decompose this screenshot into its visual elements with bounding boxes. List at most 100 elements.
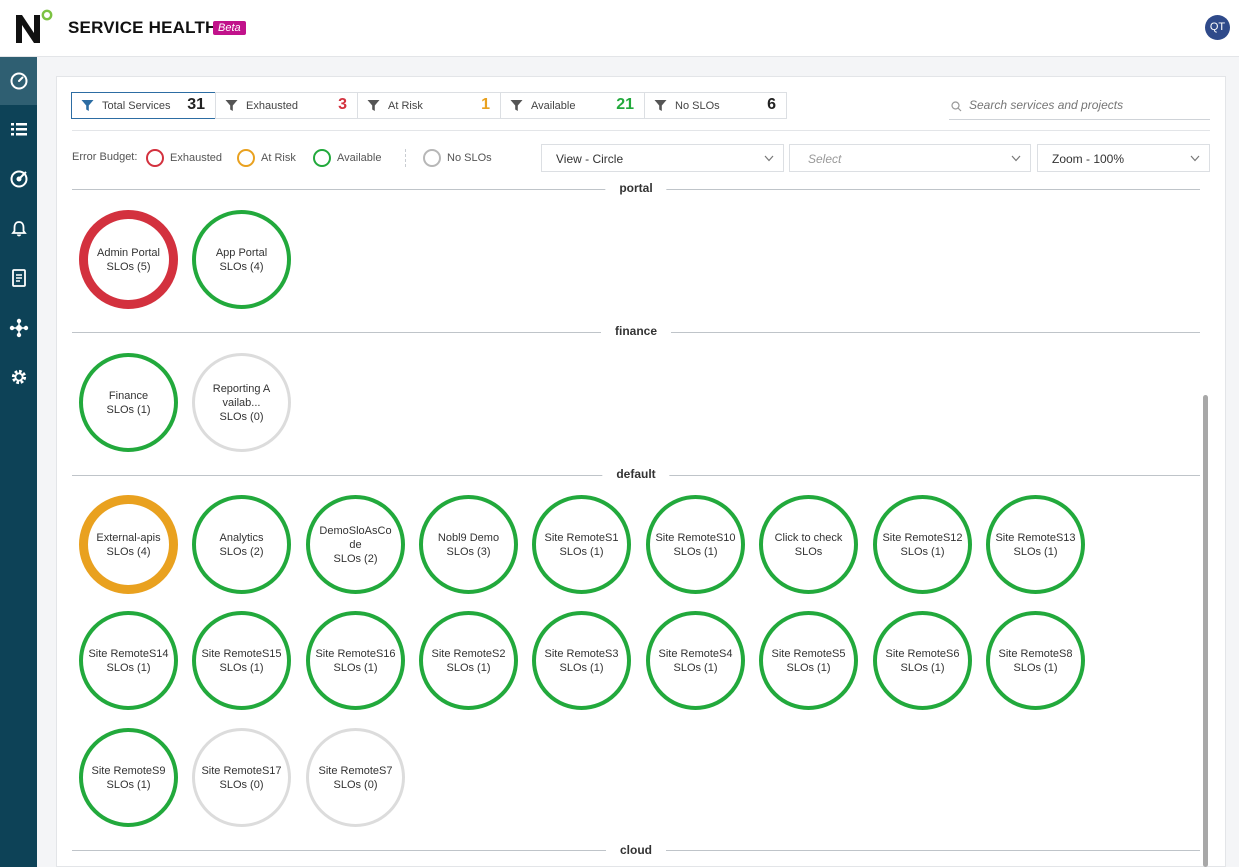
service-circle[interactable]: Nobl9 Demo SLOs (3) [419, 495, 518, 594]
service-circle[interactable]: Site RemoteS7 SLOs (0) [306, 728, 405, 827]
legend-circle-icon [423, 149, 441, 167]
zoom-select[interactable]: Zoom - 100% [1037, 144, 1210, 172]
service-circle[interactable]: Site RemoteS3 SLOs (1) [532, 611, 631, 710]
service-slo-count: SLOs (4) [106, 545, 151, 558]
filter-no-slos[interactable]: No SLOs 6 [644, 92, 787, 119]
filter-exhausted[interactable]: Exhausted 3 [215, 92, 358, 119]
legend-text: No SLOs [447, 152, 492, 164]
project-select[interactable]: Select [789, 144, 1031, 172]
service-circle[interactable]: External-apis SLOs (4) [79, 495, 178, 594]
sidebar-item-settings[interactable] [0, 353, 37, 401]
service-circle[interactable]: Finance SLOs (1) [79, 353, 178, 452]
service-slo-count: SLOs (0) [219, 410, 264, 423]
service-name: Site RemoteS9 [91, 764, 166, 777]
sidebar-item-service-health[interactable] [0, 57, 37, 105]
user-avatar[interactable]: QT [1205, 15, 1230, 40]
sidebar-item-slo-targets[interactable] [0, 155, 37, 203]
service-name: Site RemoteS4 [658, 647, 733, 660]
service-circle[interactable]: Site RemoteS4 SLOs (1) [646, 611, 745, 710]
filter-available[interactable]: Available 21 [500, 92, 645, 119]
service-slo-count: SLOs (1) [446, 661, 491, 674]
service-slo-count: SLOs (1) [1013, 545, 1058, 558]
page-title: SERVICE HEALTH [68, 18, 218, 37]
legend-label: Error Budget: [72, 151, 138, 163]
service-circle[interactable]: Site RemoteS2 SLOs (1) [419, 611, 518, 710]
service-slo-count: SLOs (0) [333, 778, 378, 791]
service-name: Site RemoteS5 [771, 647, 846, 660]
service-slo-count: SLOs (4) [219, 260, 264, 273]
service-circle[interactable]: Reporting Availab... SLOs (0) [192, 353, 291, 452]
service-circle[interactable]: Site RemoteS15 SLOs (1) [192, 611, 291, 710]
service-circle[interactable]: Site RemoteS9 SLOs (1) [79, 728, 178, 827]
zoom-select-value: Zoom - 100% [1052, 152, 1125, 166]
service-slo-count: SLOs (5) [106, 260, 151, 273]
filter-count: 1 [481, 96, 490, 113]
legend-text: At Risk [261, 152, 296, 164]
service-slo-count: SLOs (1) [786, 661, 831, 674]
project-select-placeholder: Select [808, 152, 842, 166]
service-slo-count: SLOs (1) [333, 661, 378, 674]
legend-item-no-slos: No SLOs [423, 148, 492, 168]
service-circle[interactable]: Site RemoteS6 SLOs (1) [873, 611, 972, 710]
service-circle[interactable]: Click to check SLOs [759, 495, 858, 594]
service-circle[interactable]: Site RemoteS13 SLOs (1) [986, 495, 1085, 594]
group-title-finance: finance [600, 324, 672, 338]
service-slo-count: SLOs (1) [1013, 661, 1058, 674]
service-circle[interactable]: Site RemoteS5 SLOs (1) [759, 611, 858, 710]
service-name: Reporting Availab... [212, 382, 271, 409]
gear-icon [11, 369, 26, 385]
service-circle[interactable]: Site RemoteS1 SLOs (1) [532, 495, 631, 594]
service-name: Site RemoteS15 [201, 647, 282, 660]
service-name: Finance [108, 389, 149, 402]
top-bar: SERVICE HEALTH Beta QT [0, 0, 1239, 57]
service-circle[interactable]: Admin Portal SLOs (5) [79, 210, 178, 309]
sidebar-item-integrations[interactable] [0, 304, 37, 352]
service-slo-count: SLOs (1) [559, 661, 604, 674]
dashboard-gauge-icon [10, 72, 27, 90]
service-name: Site RemoteS12 [882, 531, 963, 544]
scrollbar-thumb[interactable] [1203, 395, 1208, 867]
list-icon [10, 123, 27, 136]
service-name: DemoSloAsCode [319, 524, 392, 551]
service-name: Site RemoteS2 [431, 647, 506, 660]
service-circle[interactable]: App Portal SLOs (4) [192, 210, 291, 309]
group-title-cloud: cloud [606, 843, 666, 857]
sidebar-item-alerts[interactable] [0, 205, 37, 253]
service-circle[interactable]: Site RemoteS8 SLOs (1) [986, 611, 1085, 710]
service-circle[interactable]: Site RemoteS12 SLOs (1) [873, 495, 972, 594]
sidebar [0, 57, 37, 867]
chevron-down-icon [764, 155, 774, 162]
service-slo-count: SLOs (1) [900, 661, 945, 674]
service-circle[interactable]: Site RemoteS14 SLOs (1) [79, 611, 178, 710]
group-title-default: default [602, 467, 670, 481]
view-select-value: View - Circle [556, 152, 624, 166]
legend-item-exhausted: Exhausted [146, 148, 222, 168]
filter-funnel-icon [225, 100, 238, 111]
legend-circle-icon [146, 149, 164, 167]
service-name: External-apis [96, 531, 161, 544]
service-slo-count: SLOs (1) [673, 661, 718, 674]
service-circle[interactable]: Site RemoteS10 SLOs (1) [646, 495, 745, 594]
service-circle[interactable]: DemoSloAsCode SLOs (2) [306, 495, 405, 594]
sidebar-item-slo-list[interactable] [0, 106, 37, 154]
service-name: Nobl9 Demo [437, 531, 500, 544]
sidebar-item-reports[interactable] [0, 254, 37, 302]
filter-count: 21 [616, 96, 634, 113]
service-circle[interactable]: Site RemoteS16 SLOs (1) [306, 611, 405, 710]
legend-item-available: Available [313, 148, 381, 168]
search-input[interactable] [969, 98, 1204, 112]
service-circle[interactable]: Site RemoteS17 SLOs (0) [192, 728, 291, 827]
filter-funnel-icon [510, 100, 523, 111]
filter-total-services[interactable]: Total Services 31 [71, 92, 216, 119]
filter-count: 3 [338, 96, 347, 113]
filter-funnel-icon [81, 100, 94, 111]
service-slo-count: SLOs [794, 545, 823, 558]
service-name: Site RemoteS1 [544, 531, 619, 544]
view-select[interactable]: View - Circle [541, 144, 784, 172]
service-circle[interactable]: Analytics SLOs (2) [192, 495, 291, 594]
nobl9-logo[interactable] [14, 9, 56, 45]
legend-circle-icon [237, 149, 255, 167]
target-icon [10, 170, 27, 188]
filter-at-risk[interactable]: At Risk 1 [357, 92, 501, 119]
service-slo-count: SLOs (1) [219, 661, 264, 674]
